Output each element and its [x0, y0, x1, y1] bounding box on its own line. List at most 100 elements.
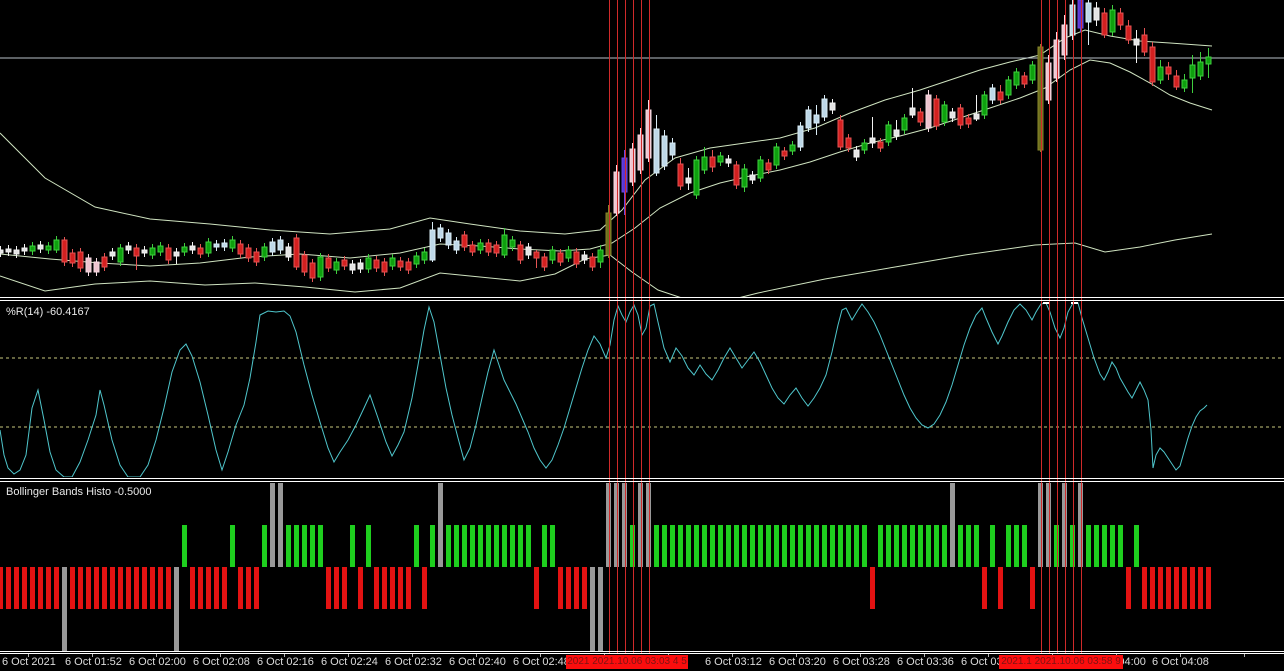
- candle: [0, 246, 4, 257]
- histo-bar: [1110, 525, 1115, 567]
- candle: [61, 237, 68, 266]
- histo-bar: [886, 525, 891, 567]
- histo-bar: [1166, 567, 1171, 609]
- panel-separator: [0, 653, 1284, 654]
- histo-bar: [14, 567, 19, 609]
- candle: [1053, 32, 1060, 82]
- axis-tick: [540, 654, 541, 657]
- candle: [341, 256, 348, 270]
- candle: [493, 241, 500, 257]
- histo-bar: [102, 567, 107, 609]
- percent-r-panel[interactable]: [0, 301, 1284, 477]
- histo-bar: [918, 525, 923, 567]
- histo-bar: [902, 525, 907, 567]
- candle: [1157, 60, 1164, 84]
- panel-separator: [0, 651, 1284, 652]
- candle: [909, 88, 916, 118]
- candle: [389, 254, 396, 270]
- histo-bar: [6, 567, 11, 609]
- candle: [685, 168, 692, 190]
- candle: [21, 244, 28, 255]
- histo-bar: [214, 567, 219, 609]
- candle: [989, 84, 996, 104]
- axis-tick: [1244, 654, 1245, 657]
- bollinger-histo-panel[interactable]: [0, 482, 1284, 651]
- histo-bar: [798, 525, 803, 567]
- candle: [469, 241, 476, 256]
- histo-bar: [270, 483, 275, 567]
- candle: [1149, 42, 1156, 86]
- histo-bar: [366, 525, 371, 567]
- candle: [45, 242, 52, 254]
- axis-time-label: 6 Oct 02:40: [449, 656, 506, 668]
- histo-bar: [110, 567, 115, 609]
- candle: [13, 246, 20, 258]
- histo-bar: [838, 525, 843, 567]
- candle: [845, 134, 852, 152]
- candle: [893, 120, 900, 140]
- candle: [517, 241, 524, 264]
- candle: [213, 240, 220, 251]
- candle: [173, 248, 180, 264]
- candle: [501, 228, 508, 258]
- vertical-line[interactable]: [609, 0, 610, 654]
- candle: [445, 229, 452, 249]
- vertical-line[interactable]: [1073, 0, 1074, 654]
- vertical-line[interactable]: [649, 0, 650, 654]
- time-axis[interactable]: 6 Oct 2021 6 Oct 01:52 6 Oct 02:00 6 Oct 02…: [0, 654, 1284, 671]
- candle: [885, 121, 892, 146]
- candle: [1101, 8, 1108, 38]
- vertical-line[interactable]: [617, 0, 618, 654]
- candle: [1005, 76, 1012, 99]
- histo-bar: [790, 525, 795, 567]
- candle: [453, 237, 460, 254]
- candle: [85, 254, 92, 276]
- histo-bar: [550, 525, 555, 567]
- axis-tick: [284, 654, 285, 657]
- histo-bar: [582, 567, 587, 609]
- candle: [541, 253, 548, 271]
- vertical-line[interactable]: [633, 0, 634, 654]
- vertical-line[interactable]: [625, 0, 626, 654]
- vertical-line[interactable]: [1081, 0, 1082, 654]
- vline-time-highlight: 2021.1 2021.10.06 03:58 9: [999, 655, 1123, 669]
- axis-tick: [92, 654, 93, 657]
- candle: [789, 141, 796, 155]
- histo-bar: [734, 525, 739, 567]
- histo-bar: [86, 567, 91, 609]
- candle: [301, 251, 308, 276]
- candle: [853, 146, 860, 161]
- panel-separator: [0, 297, 1284, 298]
- candle: [349, 260, 356, 274]
- histo-bar: [174, 567, 179, 651]
- candle: [109, 248, 116, 260]
- candle: [549, 246, 556, 264]
- vertical-line[interactable]: [1065, 0, 1066, 654]
- candle: [733, 161, 740, 189]
- candle: [957, 104, 964, 129]
- axis-time-label: 6 Oct 03:28: [833, 656, 890, 668]
- histo-bar: [774, 525, 779, 567]
- histo-bar: [486, 525, 491, 567]
- vertical-line[interactable]: [1041, 0, 1042, 654]
- candle: [605, 205, 612, 258]
- candle: [261, 243, 268, 261]
- histo-bar: [1094, 525, 1099, 567]
- price-panel[interactable]: [0, 0, 1284, 297]
- candle: [1117, 8, 1124, 30]
- vertical-line[interactable]: [1049, 0, 1050, 654]
- histo-bar: [318, 525, 323, 567]
- histo-bar: [158, 567, 163, 609]
- histo-bar: [118, 567, 123, 609]
- histo-bar: [614, 483, 619, 567]
- vertical-line[interactable]: [1057, 0, 1058, 654]
- candle: [757, 156, 764, 182]
- histo-bar: [1182, 567, 1187, 609]
- candle: [1077, 0, 1084, 32]
- vertical-line[interactable]: [641, 0, 642, 654]
- histo-bar: [1206, 567, 1211, 609]
- candle: [1069, 0, 1076, 40]
- candle: [405, 258, 412, 274]
- candle: [133, 244, 140, 270]
